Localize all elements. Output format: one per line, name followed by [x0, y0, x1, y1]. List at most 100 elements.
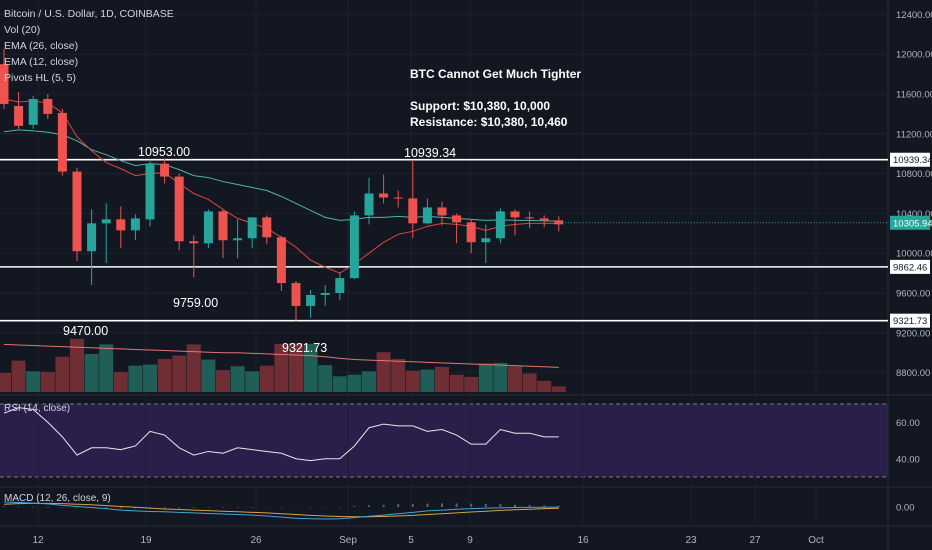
symbol-title[interactable]: Bitcoin / U.S. Dollar, 1D, COINBASE — [4, 8, 174, 20]
macd-histogram-bar — [222, 507, 224, 508]
candle-body — [320, 293, 330, 295]
volume-bar — [537, 380, 552, 392]
indicator-ema26[interactable]: EMA (26, close) — [4, 40, 79, 52]
macd-histogram-bar — [382, 504, 385, 507]
candle-body — [101, 219, 111, 224]
volume-bar — [435, 366, 449, 392]
price-tick-label: 10400.00 — [896, 209, 932, 220]
volume-bar — [201, 359, 216, 392]
candle-body — [247, 217, 257, 239]
price-tick-label: 9600.00 — [896, 289, 930, 300]
candle-body — [160, 163, 170, 177]
time-tick-label: Oct — [808, 535, 824, 546]
volume-bar — [113, 371, 128, 392]
volume-bar — [508, 366, 522, 392]
candle-body — [422, 207, 432, 224]
pivot-low-label: 9470.00 — [63, 324, 109, 338]
level-price-badge-text: 9321.73 — [893, 316, 927, 327]
candle-body — [349, 215, 359, 279]
price-tick-label: 11600.00 — [896, 90, 932, 101]
price-tick-label: 12400.00 — [896, 10, 932, 21]
time-tick-label: 26 — [250, 535, 262, 546]
candle-body — [364, 193, 374, 216]
volume-bar — [274, 343, 289, 392]
volume-bar — [230, 366, 245, 392]
candle-body — [276, 237, 286, 284]
candle-body — [510, 211, 520, 218]
candle-body — [233, 238, 243, 241]
time-tick-label: Sep — [339, 535, 357, 546]
candle-body — [203, 211, 213, 244]
macd-histogram-bar — [105, 507, 108, 509]
volume-bar — [551, 386, 566, 392]
macd-histogram-bar — [207, 507, 210, 508]
macd-histogram-bar — [3, 506, 5, 508]
volume-bar — [376, 352, 391, 392]
candle-body — [72, 171, 82, 252]
time-tick-label: 16 — [577, 535, 589, 546]
time-tick-label: 12 — [32, 535, 44, 546]
macd-histogram-bar — [192, 507, 195, 508]
macd-histogram-bar — [557, 505, 560, 507]
last-price-badge — [890, 215, 930, 230]
price-tick-label: 10800.00 — [896, 169, 932, 180]
volume-bar — [11, 360, 26, 392]
candle-body — [116, 219, 126, 231]
rsi-tick-label: 60.00 — [896, 418, 920, 429]
indicator-volume[interactable]: Vol (20) — [4, 24, 41, 36]
macd-histogram-bar — [178, 507, 181, 509]
macd-tick-label: 0.00 — [896, 503, 915, 514]
macd-histogram-bar — [441, 503, 443, 507]
macd-histogram-bar — [426, 503, 429, 507]
volume-bar — [405, 370, 420, 392]
price-tick-label: 8800.00 — [896, 368, 930, 379]
pivot-low-label: 9321.73 — [282, 341, 328, 355]
candle-body — [452, 215, 462, 223]
candle-body — [525, 217, 535, 219]
rsi-label[interactable]: RSI (14, close) — [4, 403, 71, 414]
level-price-badge-text: 10939.34 — [893, 155, 932, 166]
price-tick-label: 12000.00 — [896, 50, 932, 61]
volume-bar — [259, 365, 274, 392]
volume-bar — [362, 371, 376, 392]
macd-histogram-bar — [309, 507, 312, 508]
macd-histogram-bar — [338, 507, 341, 508]
last-price-badge-text: 10305.94 — [893, 218, 932, 229]
indicator-ema12[interactable]: EMA (12, close) — [4, 56, 79, 68]
macd-histogram-bar — [514, 504, 516, 507]
macd-histogram-bar — [528, 505, 531, 507]
macd-histogram-bar — [61, 507, 64, 508]
macd-histogram-bar — [353, 506, 356, 507]
macd-histogram-bar — [324, 507, 327, 508]
macd-histogram-bar — [76, 507, 78, 508]
price-tick-label: 11200.00 — [896, 129, 932, 140]
annotation-title: BTC Cannot Get Much Tighter — [410, 67, 582, 81]
macd-histogram-bar — [499, 504, 502, 507]
volume-bar — [449, 374, 464, 392]
candle-body — [306, 294, 316, 306]
macd-histogram-bar — [455, 503, 458, 507]
candle-body — [393, 197, 403, 199]
volume-bar — [318, 365, 333, 392]
volume-bar — [186, 344, 201, 392]
volume-bar — [391, 358, 406, 392]
chart-annotation[interactable]: BTC Cannot Get Much Tighter Support: $10… — [410, 66, 581, 130]
candle-body — [408, 198, 418, 224]
macd-histogram-bar — [295, 507, 297, 508]
candle-body — [335, 278, 345, 293]
macd-label[interactable]: MACD (12, 26, close, 9) — [4, 493, 111, 504]
candle-body — [539, 218, 549, 221]
indicator-pivots[interactable]: Pivots HL (5, 5) — [4, 72, 76, 84]
rsi-tick-label: 40.00 — [896, 454, 920, 465]
annotation-support: Support: $10,380, 10,000 — [410, 99, 551, 113]
time-tick-label: 9 — [467, 535, 473, 546]
candle-body — [130, 218, 140, 231]
pivot-high-label: 10953.00 — [138, 145, 191, 159]
macd-histogram-bar — [411, 503, 414, 507]
macd-histogram-bar — [470, 503, 473, 507]
price-tick-label: 9200.00 — [896, 328, 930, 339]
time-tick-label: 27 — [749, 535, 761, 546]
rsi-band — [0, 404, 888, 477]
macd-histogram-bar — [32, 506, 35, 508]
